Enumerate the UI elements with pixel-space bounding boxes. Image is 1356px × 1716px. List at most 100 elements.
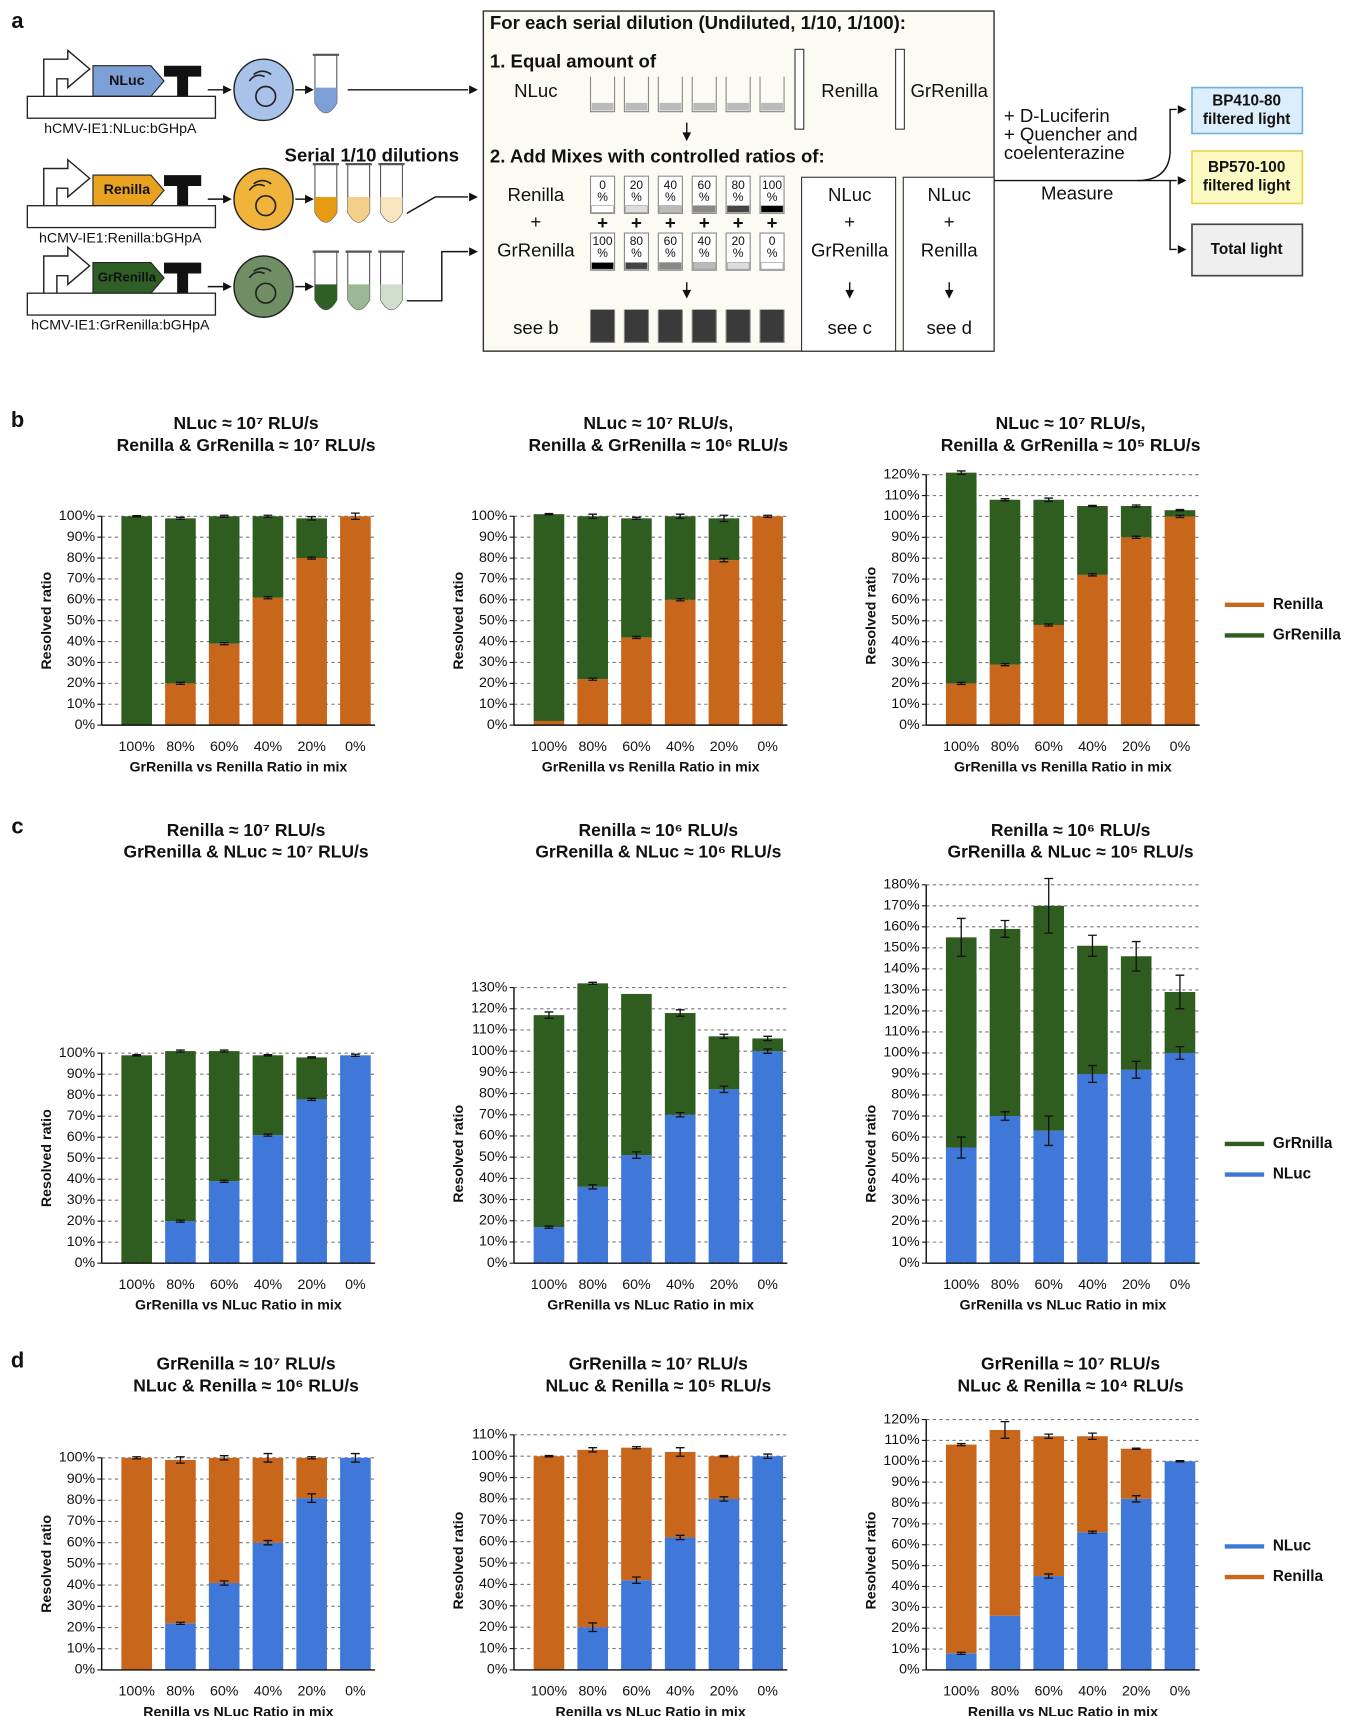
x-axis-label: GrRenilla vs Renilla Ratio in mix xyxy=(129,760,347,776)
bar-segment xyxy=(121,1458,152,1670)
y-tick-label: 50% xyxy=(479,612,508,628)
ratio-label: % xyxy=(597,190,608,204)
cell xyxy=(234,59,293,120)
y-tick-label: 40% xyxy=(67,1171,96,1187)
arrow-head xyxy=(223,85,232,94)
chart-title: Renilla ≈ 10⁷ RLU/s xyxy=(167,820,326,840)
y-tick-label: 0% xyxy=(75,1255,96,1271)
bar-segment xyxy=(665,516,696,600)
y-tick-label: 80% xyxy=(67,550,96,566)
output-label: BP570-100 xyxy=(1208,159,1285,176)
bar-segment xyxy=(621,994,652,1155)
bar-segment xyxy=(1077,1532,1108,1670)
plus: + xyxy=(699,212,710,233)
x-tick-label: 60% xyxy=(1034,1684,1063,1700)
y-tick-label: 70% xyxy=(479,1107,508,1123)
mix-shade xyxy=(592,263,614,270)
y-tick-label: 80% xyxy=(67,1087,96,1103)
bar-segment xyxy=(296,1057,327,1099)
x-tick-label: 0% xyxy=(757,1684,778,1700)
x-tick-label: 0% xyxy=(345,739,366,755)
x-tick-label: 60% xyxy=(1034,1277,1063,1293)
y-tick-label: 10% xyxy=(67,1234,96,1250)
y-tick-label: 110% xyxy=(472,1022,508,1038)
bar-segment xyxy=(709,1089,740,1263)
y-tick-label: 50% xyxy=(891,1557,920,1573)
x-axis-label: GrRenilla vs Renilla Ratio in mix xyxy=(954,760,1172,776)
well-liquid xyxy=(592,103,614,111)
promoter xyxy=(44,160,90,206)
plus: + xyxy=(530,211,541,232)
ratio-label: % xyxy=(767,246,778,260)
well xyxy=(692,310,716,343)
bar-segment xyxy=(946,473,977,684)
y-tick-label: 50% xyxy=(67,612,96,628)
y-tick-label: 70% xyxy=(891,571,920,587)
reagent: NLuc xyxy=(828,184,871,205)
x-tick-label: 20% xyxy=(297,1684,326,1700)
x-tick-label: 100% xyxy=(943,1277,980,1293)
chart-title: GrRenilla ≈ 10⁷ RLU/s xyxy=(981,1353,1160,1373)
y-tick-label: 110% xyxy=(884,487,920,503)
plus: + xyxy=(844,211,855,232)
bar-segment xyxy=(946,683,977,725)
connector xyxy=(1137,109,1176,249)
output-label: Total light xyxy=(1211,241,1283,258)
bar-segment xyxy=(1121,1070,1152,1263)
y-tick-label: 70% xyxy=(67,1513,96,1529)
ratio-label: % xyxy=(597,246,608,260)
y-tick-label: 10% xyxy=(891,1641,920,1657)
y-axis-label: Resolved ratio xyxy=(451,1105,467,1203)
y-tick-label: 10% xyxy=(479,1640,508,1656)
y-tick-label: 40% xyxy=(67,1577,96,1593)
bar-segment xyxy=(709,518,740,560)
legend-label: Renilla xyxy=(1273,1568,1324,1585)
y-tick-label: 80% xyxy=(891,1087,920,1103)
bar-segment xyxy=(621,1448,652,1581)
arrow-head xyxy=(223,195,232,204)
y-tick-label: 70% xyxy=(891,1516,920,1532)
error-bar xyxy=(307,1057,316,1058)
bar-segment xyxy=(340,1055,371,1263)
gene-label: GrRenilla xyxy=(98,269,157,284)
x-tick-label: 40% xyxy=(666,1277,695,1293)
y-tick-label: 80% xyxy=(891,550,920,566)
error-bar xyxy=(132,1055,141,1056)
y-tick-label: 40% xyxy=(67,633,96,649)
plus: + xyxy=(944,211,955,232)
x-tick-label: 0% xyxy=(757,739,778,755)
x-axis-label: GrRenilla vs NLuc Ratio in mix xyxy=(547,1298,754,1314)
output-label: filtered light xyxy=(1203,111,1291,128)
x-tick-label: 40% xyxy=(254,739,283,755)
y-tick-label: 100% xyxy=(471,1448,508,1464)
y-tick-label: 0% xyxy=(487,1662,508,1678)
error-bar xyxy=(545,1456,554,1457)
x-tick-label: 80% xyxy=(991,1684,1020,1700)
well xyxy=(726,310,750,343)
panel-label: c xyxy=(11,814,23,839)
reagent: Renilla xyxy=(821,80,878,101)
y-tick-label: 50% xyxy=(479,1555,508,1571)
y-axis-label: Resolved ratio xyxy=(863,1105,879,1203)
well-liquid xyxy=(761,103,783,111)
bar-segment xyxy=(1121,506,1152,537)
y-tick-label: 90% xyxy=(67,1471,96,1487)
error-bar xyxy=(545,514,554,515)
y-tick-label: 30% xyxy=(479,1191,508,1207)
x-tick-label: 40% xyxy=(1078,739,1107,755)
gene-label: NLuc xyxy=(109,73,145,89)
x-axis-label: Renilla vs NLuc Ratio in mix xyxy=(556,1704,746,1716)
y-tick-label: 100% xyxy=(883,1453,920,1469)
x-tick-label: 80% xyxy=(991,739,1020,755)
chart-title: NLuc & Renilla ≈ 10⁵ RLU/s xyxy=(545,1375,771,1395)
y-tick-label: 40% xyxy=(479,1170,508,1186)
x-tick-label: 80% xyxy=(991,1277,1020,1293)
y-tick-label: 130% xyxy=(471,979,508,995)
y-tick-label: 70% xyxy=(891,1108,920,1124)
x-tick-label: 20% xyxy=(710,1684,739,1700)
arrow-head xyxy=(305,85,314,94)
y-tick-label: 80% xyxy=(479,1085,508,1101)
x-tick-label: 100% xyxy=(119,1277,156,1293)
y-tick-label: 110% xyxy=(884,1432,920,1448)
y-axis-label: Resolved ratio xyxy=(451,1511,467,1609)
